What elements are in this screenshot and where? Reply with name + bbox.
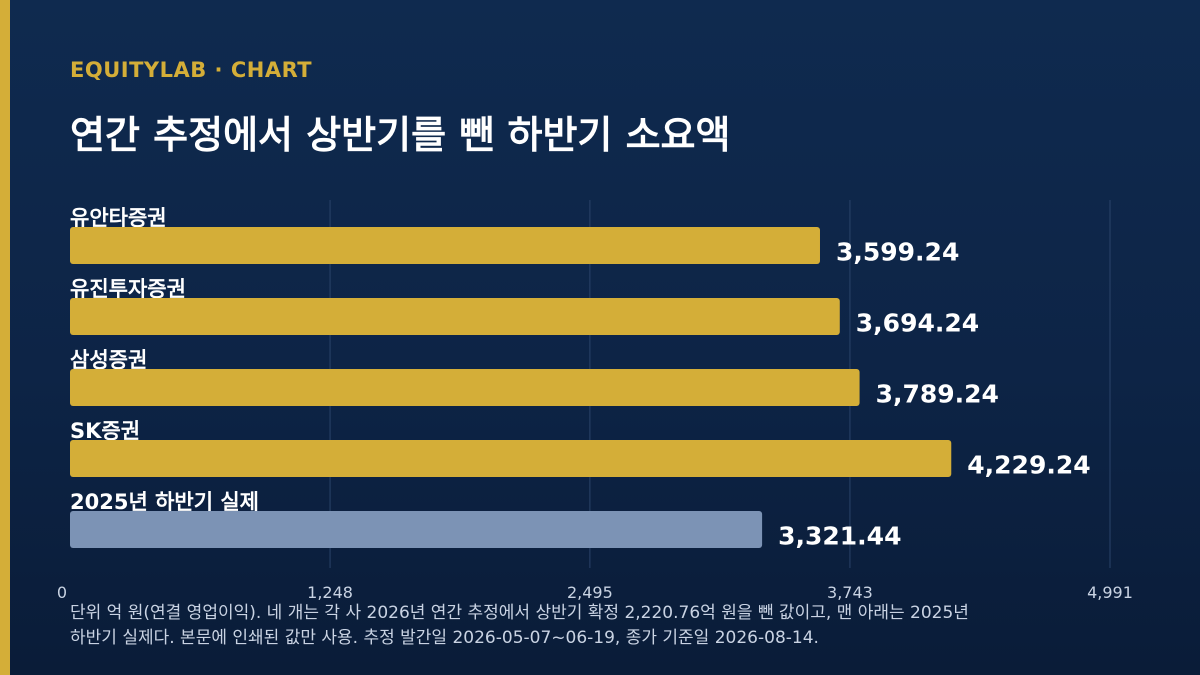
bar [70, 298, 840, 335]
bar-value-label: 3,789.24 [876, 380, 999, 409]
bar-category-label: 2025년 하반기 실제 [70, 490, 259, 514]
bar-category-label: 유안타증권 [70, 206, 167, 230]
bar [70, 227, 820, 264]
bar-value-label: 4,229.24 [967, 451, 1090, 480]
x-tick-label: 0 [57, 583, 67, 602]
chart-title: 연간 추정에서 상반기를 뺀 하반기 소요액 [70, 113, 731, 157]
x-tick-label: 3,743 [827, 583, 873, 602]
accent-stripe [0, 0, 10, 675]
bar [70, 369, 860, 406]
x-tick-label: 4,991 [1087, 583, 1133, 602]
bar-category-label: 유진투자증권 [70, 277, 186, 301]
bar-category-label: SK증권 [70, 419, 140, 443]
eyebrow-label: EQUITYLAB · CHART [70, 58, 313, 82]
bar [70, 440, 952, 477]
x-tick-label: 2,495 [567, 583, 613, 602]
bar-value-label: 3,599.24 [836, 238, 959, 267]
bar [70, 511, 763, 548]
footnote: 단위 억 원(연결 영업이익). 네 개는 각 사 2026년 연간 추정에서 … [70, 603, 969, 648]
bar-value-label: 3,694.24 [856, 309, 979, 338]
bar-value-label: 3,321.44 [778, 522, 901, 551]
bar-category-label: 삼성증권 [70, 348, 147, 372]
x-tick-label: 1,248 [307, 583, 353, 602]
